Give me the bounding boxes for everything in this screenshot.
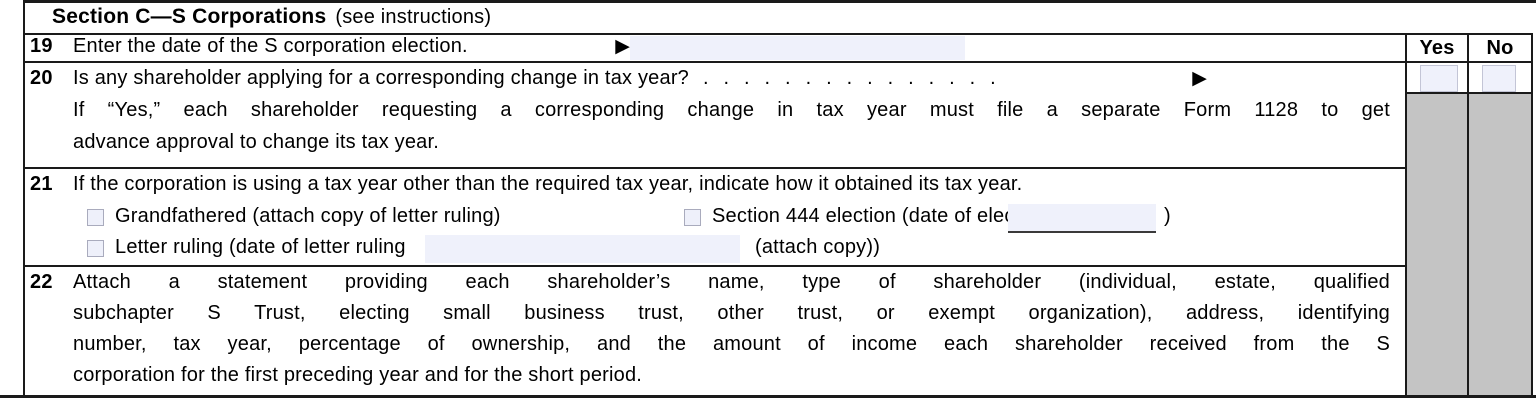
row20-question: Is any shareholder applying for a corres…	[73, 67, 689, 89]
body-right-rule	[1405, 33, 1407, 395]
row20-bottom-rule	[23, 167, 1407, 169]
row22-statement-line4: corporation for the first preceding year…	[73, 364, 643, 386]
answer-cells-bottom-rule	[1405, 92, 1533, 94]
grandfathered-label: Grandfathered (attach copy of letter rul…	[115, 205, 501, 227]
letter-ruling-checkbox[interactable]	[87, 240, 104, 257]
yes-column-header: Yes	[1419, 37, 1455, 59]
row21-intro: If the corporation is using a tax year o…	[73, 173, 1023, 195]
row22-statement-line3: number, tax year, percentage of ownershi…	[73, 333, 1390, 355]
letter-ruling-label: Letter ruling (date of letter ruling	[115, 236, 406, 258]
left-border	[23, 0, 25, 398]
grandfathered-checkbox[interactable]	[87, 209, 104, 226]
row21-bottom-rule	[23, 265, 1407, 267]
section-header: Section C—S Corporations (see instruction…	[52, 5, 491, 29]
row20-pointer-arrow-icon: ▶	[1192, 68, 1207, 89]
dot-leader: . . . . . . . . . . . . . . .	[703, 67, 996, 89]
section-note: (see instructions)	[335, 6, 492, 28]
letter-ruling-date-field[interactable]	[425, 235, 740, 263]
row22-statement-line2: subchapter S Trust, electing small busin…	[73, 302, 1390, 324]
right-border	[1531, 33, 1533, 395]
bottom-border	[0, 395, 1536, 398]
row20-note-line2: advance approval to change its tax year.	[73, 131, 440, 153]
row19-number: 19	[30, 35, 53, 57]
row19-pointer-arrow-icon: ▶	[615, 36, 630, 57]
row20-no-checkbox[interactable]	[1482, 65, 1516, 92]
row22-statement-line1: Attach a statement providing each shareh…	[73, 271, 1390, 293]
row22-number: 22	[30, 271, 53, 293]
letter-ruling-attach-copy: (attach copy))	[755, 236, 881, 258]
row21-number: 21	[30, 173, 53, 195]
row19-label-line: Enter the date of the S corporation elec…	[73, 35, 630, 58]
row19-election-date-field[interactable]	[630, 36, 965, 60]
section-444-checkbox[interactable]	[684, 209, 701, 226]
row20-number: 20	[30, 67, 53, 89]
no-column-header: No	[1486, 37, 1514, 59]
row20-note-line1: If “Yes,” each shareholder requesting a …	[73, 99, 1390, 121]
row19-label: Enter the date of the S corporation elec…	[73, 35, 468, 57]
section-title: Section C—S Corporations	[52, 5, 327, 28]
row19-bottom-rule	[23, 61, 1533, 63]
section-444-label: Section 444 election (date of election	[712, 205, 1048, 227]
top-border	[23, 0, 1536, 3]
row20-question-line: Is any shareholder applying for a corres…	[73, 67, 1207, 90]
row20-yes-checkbox[interactable]	[1420, 65, 1458, 92]
header-bottom-rule	[23, 33, 1533, 35]
yes-no-divider-rule	[1467, 33, 1469, 395]
section-444-close-paren: )	[1164, 205, 1171, 227]
shaded-na-area	[1407, 94, 1531, 395]
section-444-date-field[interactable]	[1008, 204, 1156, 233]
